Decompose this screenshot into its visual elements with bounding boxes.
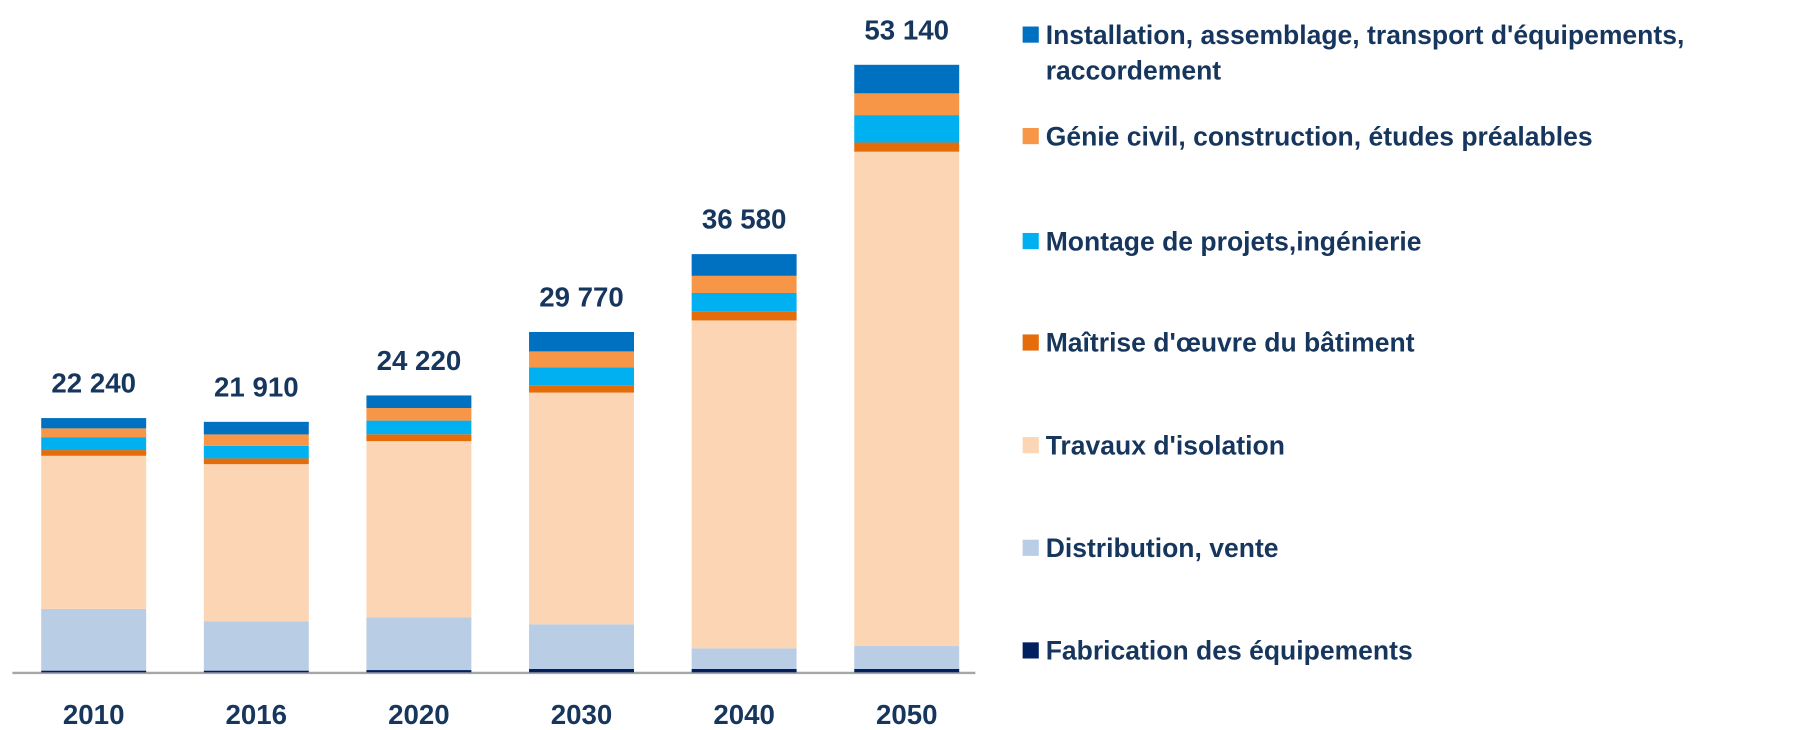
legend-entry: Fabrication des équipements: [1045, 635, 1413, 666]
x-tick-label: 2010: [63, 699, 125, 730]
bar-segment: [366, 395, 472, 409]
bar-segment: [854, 64, 960, 94]
bar-segment: [854, 668, 960, 673]
bar-segment: [691, 320, 797, 649]
x-tick-label: 2050: [876, 699, 938, 730]
bar-segment: [366, 617, 472, 671]
total-label: 29 770: [539, 282, 624, 313]
bar-segment: [203, 464, 309, 622]
total-label: 24 220: [377, 345, 462, 376]
legend-label: Installation, assemblage, transport d'éq…: [1045, 19, 1685, 86]
legend-entry: Installation, assemblage, transport d'éq…: [1045, 19, 1685, 86]
bar-segment: [854, 151, 960, 647]
x-tick-label: 2030: [551, 699, 613, 730]
total-label: 21 910: [214, 371, 299, 402]
bar-segment: [854, 93, 960, 116]
total-label: 53 140: [864, 14, 949, 45]
bar-segment: [203, 445, 309, 459]
bar-segment: [203, 458, 309, 465]
bar-segment: [41, 608, 147, 671]
legend-swatch: [1022, 128, 1039, 145]
legend-swatch: [1022, 539, 1039, 556]
bar-segment: [529, 351, 634, 368]
bar-segment: [529, 367, 634, 386]
legend-swatch: [1022, 26, 1039, 43]
bar-segment: [691, 275, 797, 293]
legend-label: Travaux d'isolation: [1045, 430, 1285, 461]
bar-segment: [366, 420, 472, 435]
legend-swatch: [1022, 437, 1039, 454]
legend-swatch: [1022, 642, 1039, 659]
legend-label: Fabrication des équipements: [1045, 635, 1413, 666]
bar-segment: [691, 254, 797, 276]
bar-segment: [203, 621, 309, 671]
total-label: 36 580: [702, 204, 787, 235]
bar-segment: [41, 455, 147, 609]
bar-segment: [854, 142, 960, 152]
legend-swatch: [1022, 334, 1039, 351]
legend-entry: Maîtrise d'œuvre du bâtiment: [1045, 327, 1415, 358]
bar-segment: [529, 331, 634, 352]
bar-segment: [691, 668, 797, 673]
legend-label: Distribution, vente: [1045, 532, 1279, 563]
bar-segment: [41, 670, 147, 673]
bar-segment: [41, 450, 147, 456]
bar-segment: [366, 434, 472, 442]
bar-segment: [854, 646, 960, 669]
bar-segment: [529, 624, 634, 669]
x-tick-label: 2016: [226, 699, 288, 730]
bar-segment: [41, 428, 147, 438]
bar-segment: [691, 648, 797, 669]
bar-segment: [203, 670, 309, 673]
bar-segment: [366, 441, 472, 618]
bar-segment: [366, 670, 472, 673]
legend-entry: Distribution, vente: [1045, 532, 1279, 563]
legend-entry: Montage de projets,ingénierie: [1045, 226, 1422, 257]
bar-segment: [41, 418, 147, 429]
bar-segment: [529, 668, 634, 673]
bar-segment: [691, 292, 797, 312]
legend-swatch: [1022, 232, 1039, 250]
bar-segment: [203, 434, 309, 446]
x-tick-label: 2020: [388, 699, 450, 730]
bar-segment: [41, 437, 147, 451]
legend-label: Maîtrise d'œuvre du bâtiment: [1045, 327, 1415, 358]
bar-segment: [366, 408, 472, 421]
bar-segment: [691, 311, 797, 321]
bar-segment: [203, 421, 309, 435]
legend-label: Génie civil, construction, études préala…: [1045, 121, 1593, 152]
legend-entry: Travaux d'isolation: [1045, 430, 1285, 461]
total-label: 22 240: [51, 368, 136, 399]
bar-segment: [854, 115, 960, 143]
x-tick-label: 2040: [713, 699, 775, 730]
legend-label: Montage de projets,ingénierie: [1045, 226, 1422, 257]
bar-segment: [529, 385, 634, 393]
legend-entry: Génie civil, construction, études préala…: [1045, 121, 1593, 152]
bar-segment: [529, 392, 634, 625]
